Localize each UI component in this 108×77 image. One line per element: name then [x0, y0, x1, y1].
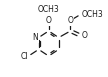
Text: O: O [81, 31, 87, 40]
Text: O: O [46, 16, 52, 25]
Text: OCH3: OCH3 [38, 5, 60, 14]
Text: Cl: Cl [20, 52, 28, 61]
Text: OCH3: OCH3 [81, 10, 103, 19]
Text: O: O [68, 16, 73, 25]
Text: N: N [32, 33, 38, 42]
